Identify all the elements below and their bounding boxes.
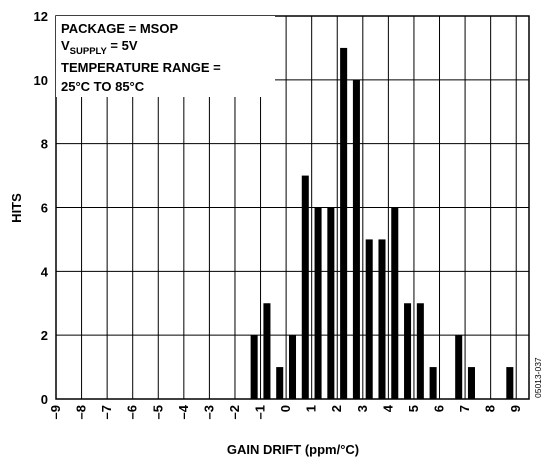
x-axis-title: GAIN DRIFT (ppm/°C): [227, 442, 359, 457]
histogram-bar: [378, 239, 386, 399]
histogram-bar: [314, 207, 322, 399]
x-tick-label: –2: [227, 405, 242, 419]
y-tick-label: 6: [41, 201, 48, 216]
annotation-box: [56, 16, 275, 97]
y-tick-label: 10: [34, 73, 48, 88]
histogram-bar: [365, 239, 373, 399]
histogram-bar: [467, 367, 475, 399]
x-tick-labels: –9 –8 –7 –6 –5 –4 –3 –2 –1 0 1 2 3 4 5 6 7 8 9: [48, 404, 523, 419]
y-tick-label: 2: [41, 328, 48, 343]
x-tick-label: –3: [201, 405, 216, 419]
x-tick-label: 7: [457, 405, 472, 412]
x-tick-label: –8: [74, 405, 89, 419]
x-tick-label: 1: [304, 405, 319, 412]
histogram-bar: [301, 175, 309, 399]
y-tick-label: 12: [34, 9, 48, 24]
annotation-line-2: VSUPPLY = 5V: [61, 38, 138, 57]
x-tick-label: 2: [329, 405, 344, 412]
x-tick-label: 5: [406, 405, 421, 412]
y-tick-labels: 0 2 4 6 8 10 12: [34, 9, 49, 407]
x-tick-label: 0: [278, 405, 293, 412]
annotation-line-1: PACKAGE = MSOP: [61, 21, 178, 36]
annotation-line-2-subscript: SUPPLY: [70, 46, 108, 57]
annotation-line-3: TEMPERATURE RANGE =: [61, 60, 221, 75]
x-tick-label: 8: [483, 405, 498, 412]
x-tick-label: 6: [432, 405, 447, 412]
x-tick-label: 4: [380, 404, 395, 412]
figure-code: 05013-037: [533, 357, 543, 398]
plot-border: [55, 15, 530, 400]
y-axis-title: HITS: [9, 193, 24, 223]
histogram-bar: [352, 79, 360, 399]
annotation-line-2-rest: = 5V: [107, 38, 138, 53]
x-tick-label: –6: [125, 405, 140, 419]
annotation-line-2-main: V: [61, 38, 70, 53]
x-tick-label: 3: [355, 405, 370, 412]
histogram-bar: [327, 207, 335, 399]
histogram-bar: [391, 207, 399, 399]
histogram-bar: [250, 335, 258, 399]
annotation-line-4: 25°C TO 85°C: [61, 79, 145, 94]
histogram-bar: [416, 303, 424, 399]
histogram-bar: [506, 367, 514, 399]
x-tick-label: –5: [150, 405, 165, 419]
histogram-bar: [288, 335, 297, 399]
x-tick-label: –7: [99, 405, 114, 419]
histogram-bar: [276, 367, 284, 399]
plot-frame: [55, 15, 530, 400]
x-tick-label: –4: [176, 404, 191, 419]
x-tick-label: –9: [48, 405, 63, 419]
histogram-bar: [340, 47, 348, 400]
bars: [250, 47, 514, 400]
histogram-bar: [404, 303, 412, 399]
y-tick-label: 8: [41, 137, 48, 152]
y-tick-label: 0: [41, 392, 48, 407]
y-tick-label: 4: [41, 264, 49, 279]
x-tick-label: 9: [508, 405, 523, 412]
histogram-bar: [263, 303, 271, 399]
x-tick-label: –1: [253, 405, 268, 419]
histogram-bar: [429, 367, 437, 399]
histogram-bar: [455, 335, 463, 399]
